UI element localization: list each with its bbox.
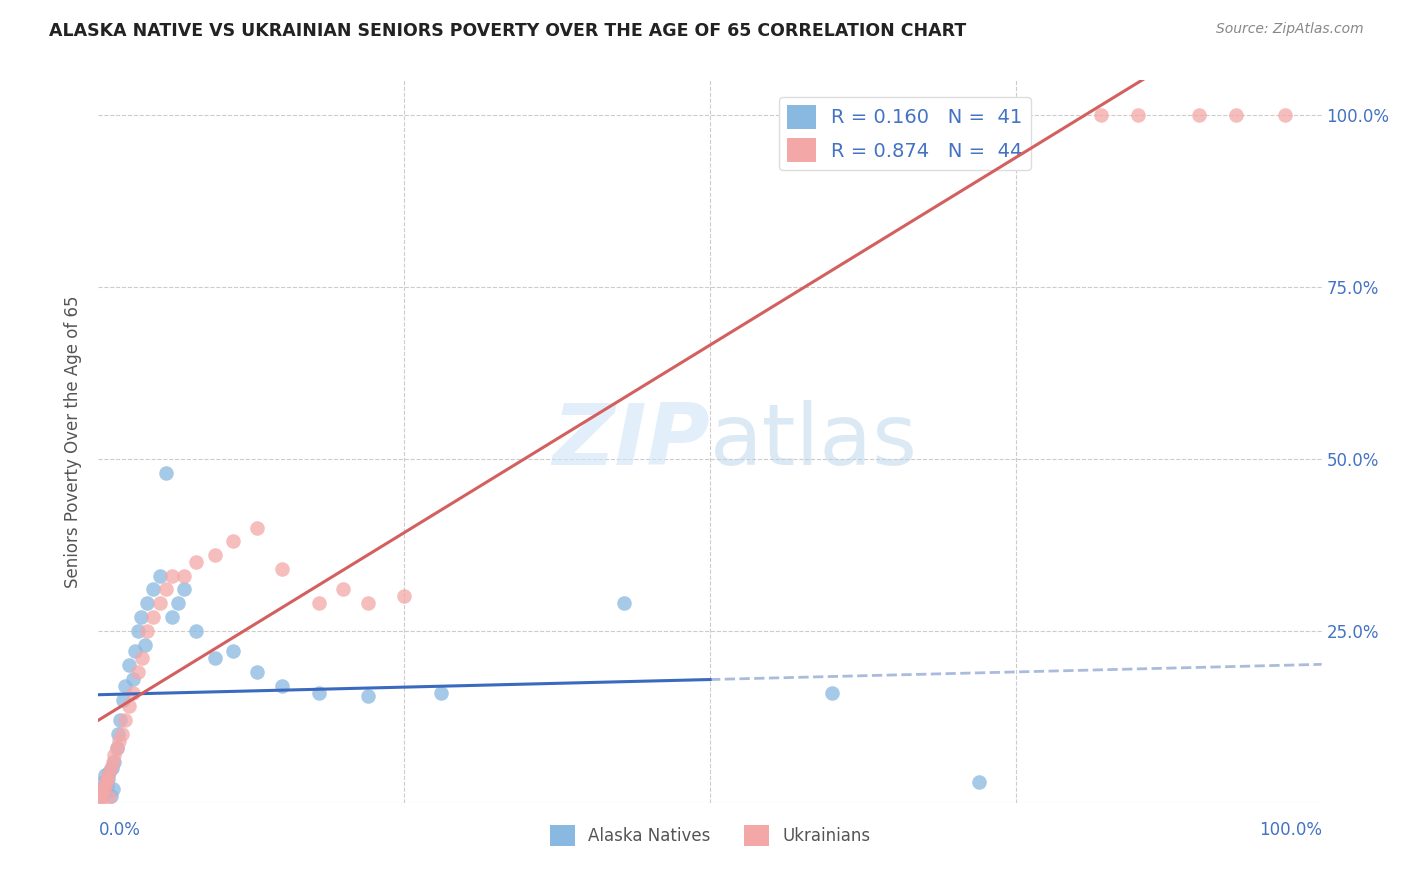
Point bbox=[129, 610, 152, 624]
Point bbox=[131, 651, 153, 665]
Point bbox=[94, 775, 117, 789]
Point bbox=[430, 686, 453, 700]
Point bbox=[222, 534, 245, 549]
Point bbox=[173, 568, 195, 582]
Point bbox=[91, 775, 114, 789]
Text: 0.0%: 0.0% bbox=[98, 821, 141, 838]
Point bbox=[392, 590, 416, 604]
Point bbox=[1128, 108, 1150, 122]
Point bbox=[91, 782, 114, 797]
Point bbox=[90, 789, 112, 803]
Point bbox=[270, 562, 294, 576]
Point bbox=[136, 596, 159, 610]
Point bbox=[246, 665, 269, 679]
Text: ZIP: ZIP bbox=[553, 400, 710, 483]
Point bbox=[91, 782, 114, 797]
Point bbox=[101, 782, 124, 797]
Point bbox=[155, 582, 177, 597]
Point bbox=[89, 792, 111, 806]
Point bbox=[270, 679, 294, 693]
Point bbox=[356, 689, 378, 703]
Point bbox=[149, 596, 172, 610]
Point bbox=[108, 734, 131, 748]
Point bbox=[114, 679, 136, 693]
Point bbox=[100, 761, 122, 775]
Point bbox=[222, 644, 245, 658]
Point bbox=[90, 789, 112, 803]
Point bbox=[101, 761, 124, 775]
Point bbox=[97, 768, 120, 782]
Point bbox=[142, 610, 165, 624]
Point bbox=[103, 755, 125, 769]
Point bbox=[142, 582, 165, 597]
Point bbox=[121, 672, 143, 686]
Point bbox=[845, 108, 868, 122]
Point bbox=[96, 779, 118, 793]
Point bbox=[160, 568, 183, 582]
Point bbox=[167, 596, 190, 610]
Point bbox=[127, 665, 149, 679]
Point bbox=[332, 582, 354, 597]
Point bbox=[134, 638, 156, 652]
Point bbox=[94, 785, 117, 799]
Point bbox=[107, 727, 129, 741]
Point bbox=[114, 713, 136, 727]
Point bbox=[124, 644, 146, 658]
Text: ALASKA NATIVE VS UKRAINIAN SENIORS POVERTY OVER THE AGE OF 65 CORRELATION CHART: ALASKA NATIVE VS UKRAINIAN SENIORS POVER… bbox=[49, 22, 966, 40]
Point bbox=[1274, 108, 1296, 122]
Point bbox=[308, 686, 330, 700]
Point bbox=[821, 686, 844, 700]
Point bbox=[111, 692, 134, 706]
Point bbox=[98, 790, 121, 805]
Point bbox=[93, 779, 115, 793]
Point bbox=[105, 740, 128, 755]
Point bbox=[356, 596, 378, 610]
Point bbox=[103, 747, 125, 762]
Point bbox=[308, 596, 330, 610]
Text: Source: ZipAtlas.com: Source: ZipAtlas.com bbox=[1216, 22, 1364, 37]
Point bbox=[118, 699, 141, 714]
Point bbox=[105, 740, 128, 755]
Point bbox=[1004, 108, 1026, 122]
Point bbox=[111, 727, 134, 741]
Y-axis label: Seniors Poverty Over the Age of 65: Seniors Poverty Over the Age of 65 bbox=[65, 295, 83, 588]
Point bbox=[204, 548, 226, 562]
Point bbox=[127, 624, 149, 638]
Point bbox=[246, 520, 269, 534]
Point bbox=[160, 610, 183, 624]
Point bbox=[1225, 108, 1247, 122]
Legend: Alaska Natives, Ukrainians: Alaska Natives, Ukrainians bbox=[543, 819, 877, 852]
Point bbox=[1090, 108, 1112, 122]
Point bbox=[91, 785, 114, 799]
Point bbox=[204, 651, 226, 665]
Point bbox=[98, 764, 121, 779]
Point bbox=[93, 768, 115, 782]
Point bbox=[96, 772, 118, 786]
Point bbox=[173, 582, 195, 597]
Point bbox=[136, 624, 159, 638]
Point bbox=[97, 772, 120, 786]
Text: atlas: atlas bbox=[710, 400, 918, 483]
Point bbox=[943, 108, 966, 122]
Point bbox=[821, 108, 844, 122]
Point bbox=[101, 755, 124, 769]
Point bbox=[110, 713, 132, 727]
Point bbox=[1188, 108, 1211, 122]
Text: 100.0%: 100.0% bbox=[1258, 821, 1322, 838]
Point bbox=[118, 658, 141, 673]
Point bbox=[613, 596, 636, 610]
Point bbox=[155, 466, 177, 480]
Point bbox=[100, 789, 122, 803]
Point bbox=[121, 686, 143, 700]
Point bbox=[186, 555, 208, 569]
Point bbox=[186, 624, 208, 638]
Point bbox=[967, 775, 990, 789]
Point bbox=[149, 568, 172, 582]
